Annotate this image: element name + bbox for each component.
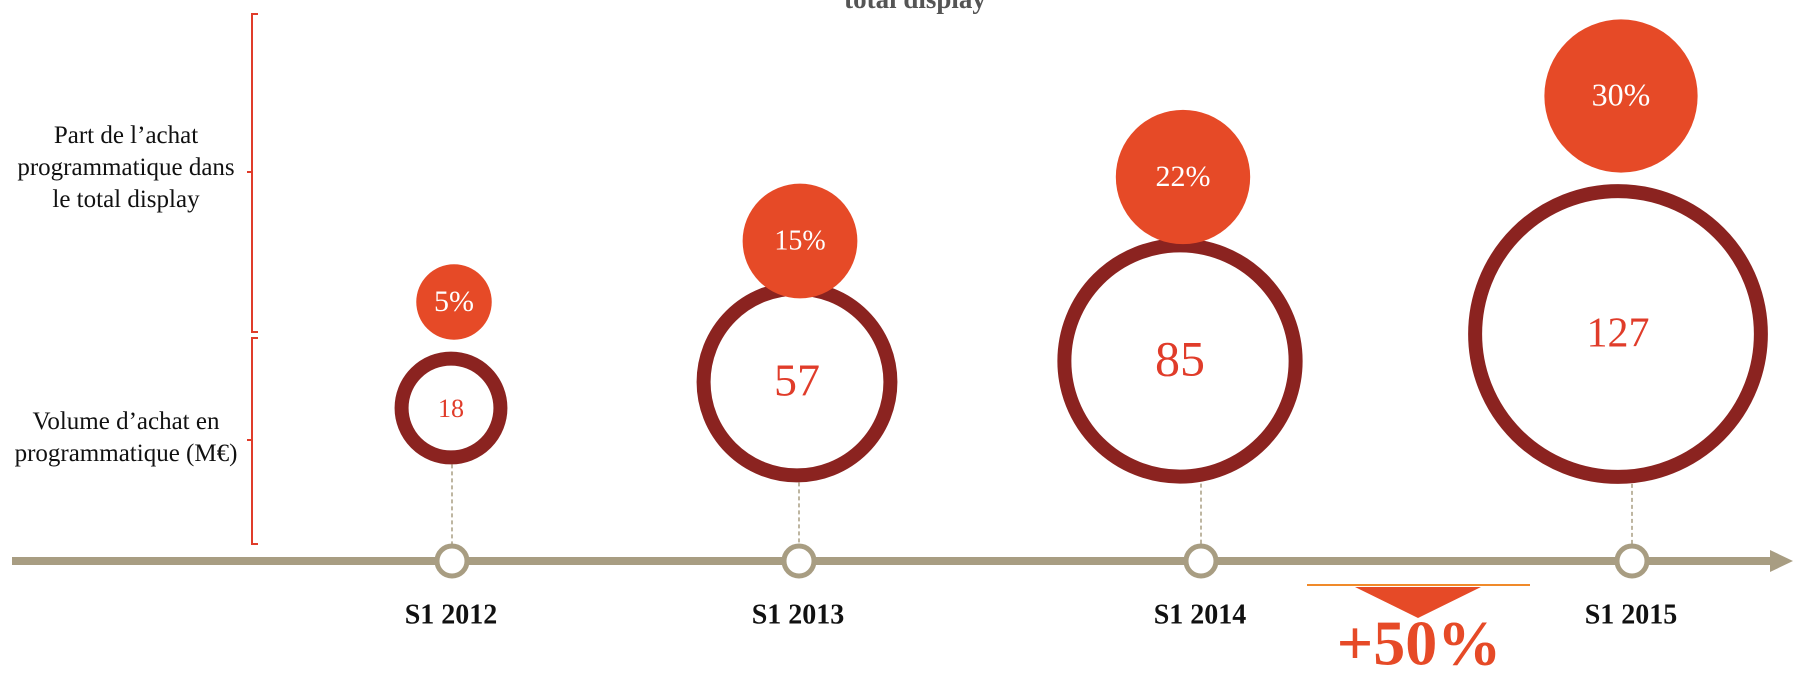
x-tick-label: S1 2012 — [405, 599, 498, 630]
share-label: 15% — [774, 225, 825, 256]
share-bubble — [1115, 109, 1251, 245]
share-label: 5% — [434, 285, 474, 318]
volume-bubble — [1057, 238, 1303, 484]
share-bubble — [742, 183, 858, 299]
row-label: Volume d’achat en programmatique (M€) — [14, 408, 238, 467]
bracket — [251, 13, 258, 333]
timeline-node — [1614, 543, 1650, 579]
growth-arrow — [1355, 587, 1481, 618]
volume-label: 127 — [1587, 311, 1650, 357]
volume-label: 57 — [774, 355, 820, 406]
volume-label: 85 — [1155, 330, 1205, 386]
row-label: Part de l’achat programmatique dans le t… — [17, 122, 235, 213]
share-label: 30% — [1592, 76, 1651, 112]
share-bubble — [1544, 19, 1698, 173]
timeline-node — [1183, 543, 1219, 579]
volume-bubble — [1468, 184, 1768, 484]
volume-bubble — [394, 351, 508, 465]
volume-label: 18 — [438, 394, 464, 423]
timeline-node — [781, 543, 817, 579]
timeline-arrow — [1770, 550, 1793, 572]
x-tick-label: S1 2013 — [752, 599, 845, 630]
chart-title: total display — [844, 0, 986, 14]
x-tick-label: S1 2015 — [1585, 599, 1678, 630]
bracket — [251, 337, 258, 545]
share-label: 22% — [1156, 160, 1211, 193]
share-bubble — [416, 264, 492, 340]
x-tick-label: S1 2014 — [1154, 599, 1247, 630]
growth-annotation: +50% — [1337, 608, 1501, 679]
timeline-node — [434, 543, 470, 579]
